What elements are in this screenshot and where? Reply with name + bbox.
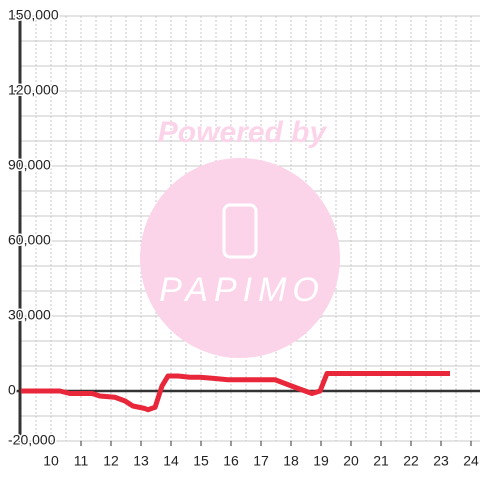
watermark-text: Powered by bbox=[158, 116, 328, 149]
y-tick-label: -20,000 bbox=[8, 432, 56, 448]
x-tick-label: 13 bbox=[133, 453, 149, 469]
watermark: Powered by PAPIMO bbox=[140, 116, 340, 358]
x-tick-label: 20 bbox=[343, 453, 359, 469]
y-tick-label: 30,000 bbox=[8, 307, 51, 323]
y-tick-label: 90,000 bbox=[8, 157, 51, 173]
x-tick-label: 10 bbox=[43, 453, 59, 469]
x-tick-label: 21 bbox=[373, 453, 389, 469]
x-tick-label: 12 bbox=[103, 453, 119, 469]
y-tick-label: 0 bbox=[8, 382, 16, 398]
y-tick-label: 120,000 bbox=[8, 82, 59, 98]
watermark-logo: PAPIMO bbox=[159, 271, 325, 309]
plot: 10 11 12 13 14 15 16 17 18 19 20 21 22 23 24 -20,000 0 30… bbox=[7, 5, 480, 469]
x-tick-label: 19 bbox=[313, 453, 329, 469]
x-tick-label: 24 bbox=[463, 453, 479, 469]
watermark-icon bbox=[222, 203, 258, 259]
x-tick-label: 15 bbox=[193, 453, 209, 469]
x-tick-label: 11 bbox=[74, 453, 89, 469]
x-tick-label: 23 bbox=[433, 453, 449, 469]
y-tick-label: 60,000 bbox=[8, 232, 51, 248]
x-tick-label: 18 bbox=[283, 453, 299, 469]
x-tick-label: 14 bbox=[163, 453, 179, 469]
x-tick-label: 22 bbox=[403, 453, 419, 469]
x-tick-label: 16 bbox=[223, 453, 239, 469]
y-tick-label: 150,000 bbox=[8, 7, 59, 23]
x-tick-label: 17 bbox=[253, 453, 269, 469]
line-series bbox=[21, 371, 450, 413]
